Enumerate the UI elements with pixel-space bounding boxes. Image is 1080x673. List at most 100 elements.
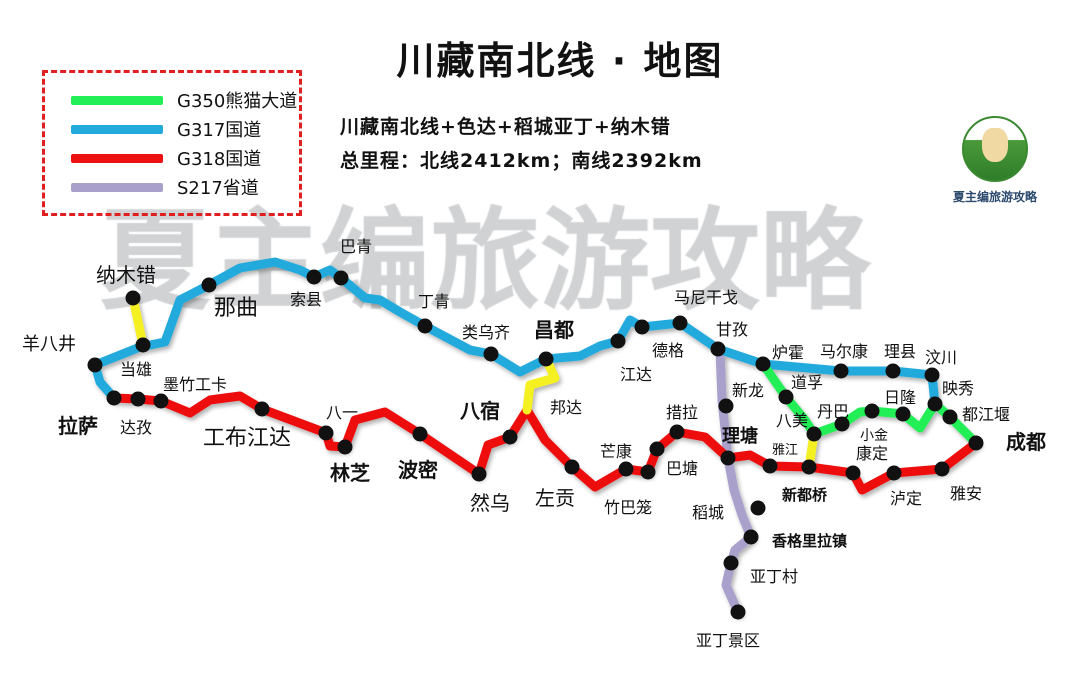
route-yellow-bangda xyxy=(522,354,560,415)
place-label: 德格 xyxy=(652,341,684,360)
place-label: 成都 xyxy=(1006,430,1046,454)
place-label: 然乌 xyxy=(470,491,510,515)
station-dot xyxy=(934,461,950,477)
station-dot xyxy=(710,341,726,357)
place-label: 昌都 xyxy=(534,318,574,342)
station-dot xyxy=(130,391,146,407)
place-label: 类乌齐 xyxy=(462,323,510,342)
place-label: 左贡 xyxy=(535,486,575,510)
station-dot xyxy=(318,425,334,441)
station-dot xyxy=(634,319,650,335)
place-label: 理塘 xyxy=(722,425,758,447)
place-label: 马尔康 xyxy=(820,342,868,361)
station-dot xyxy=(125,290,141,306)
legend-label: S217省道 xyxy=(177,178,259,199)
station-dot xyxy=(649,441,665,457)
legend-item-g317: G317国道 xyxy=(71,118,262,141)
station-dot xyxy=(412,426,428,442)
station-dot xyxy=(640,464,656,480)
legend-label: G318国道 xyxy=(177,149,262,170)
g317-swatch xyxy=(71,124,163,134)
station-dot xyxy=(87,357,103,373)
place-label: 芒康 xyxy=(600,442,632,461)
station-dot xyxy=(153,393,169,409)
horse-mascot-icon xyxy=(962,116,1028,182)
station-dot xyxy=(471,466,487,482)
place-label: 波密 xyxy=(398,458,438,482)
place-label: 达孜 xyxy=(120,418,152,437)
subtitle-distance: 总里程：北线2412km；南线2392km xyxy=(340,150,703,172)
place-label: 八一 xyxy=(326,403,358,422)
station-dot xyxy=(845,465,861,481)
station-dot xyxy=(201,277,217,293)
station-dot xyxy=(718,398,734,414)
place-label: 稻城 xyxy=(692,503,724,522)
station-dot xyxy=(806,426,822,442)
place-label: 竹巴笼 xyxy=(604,498,652,517)
place-label: 亚丁景区 xyxy=(696,631,760,650)
station-dot xyxy=(669,424,685,440)
place-label: 甘孜 xyxy=(716,320,748,339)
place-label: 邦达 xyxy=(550,398,582,417)
station-dot xyxy=(538,351,554,367)
station-dot xyxy=(417,318,433,334)
place-label: 雅安 xyxy=(950,484,982,503)
place-label: 香格里拉镇 xyxy=(772,532,847,550)
place-label: 巴青 xyxy=(340,237,372,256)
place-label: 工布江达 xyxy=(203,426,291,451)
station-dot xyxy=(942,409,958,425)
station-dot xyxy=(723,555,739,571)
place-label: 映秀 xyxy=(942,379,974,398)
station-dot xyxy=(106,390,122,406)
legend-item-g350: G350熊猫大道 xyxy=(71,89,298,112)
station-dot xyxy=(755,356,771,372)
station-dot xyxy=(720,450,736,466)
place-label: 雅江 xyxy=(772,443,798,458)
station-dot xyxy=(135,337,151,353)
place-label: 泸定 xyxy=(890,489,922,508)
station-dot xyxy=(730,604,746,620)
route-s217 xyxy=(715,345,756,617)
place-label: 八美 xyxy=(776,411,808,430)
place-label: 马尼干戈 xyxy=(674,288,738,307)
place-label: 那曲 xyxy=(214,296,258,321)
route-g318 xyxy=(109,391,981,495)
place-label: 江达 xyxy=(620,365,652,384)
place-label: 丹巴 xyxy=(817,402,849,421)
station-dot xyxy=(927,396,943,412)
legend-item-s217: S217省道 xyxy=(71,176,259,199)
station-dot xyxy=(618,461,634,477)
legend-label: G317国道 xyxy=(177,120,262,141)
station-dot xyxy=(743,529,759,545)
place-label: 索县 xyxy=(290,290,322,309)
station-dot xyxy=(483,346,499,362)
station-dot xyxy=(778,389,794,405)
station-dot xyxy=(254,401,270,417)
legend: G350熊猫大道 G317国道 G318国道 S217省道 xyxy=(42,70,302,216)
place-label: 当雄 xyxy=(120,360,152,379)
station-dot xyxy=(306,269,322,285)
station-dot xyxy=(833,363,849,379)
place-label: 理县 xyxy=(884,342,916,361)
legend-label: G350熊猫大道 xyxy=(177,91,298,112)
place-label: 羊八井 xyxy=(22,334,76,355)
place-label: 巴塘 xyxy=(666,459,698,478)
page-title: 川藏南北线 · 地图 xyxy=(396,39,724,83)
place-label: 措拉 xyxy=(666,403,698,422)
g318-swatch xyxy=(71,153,163,163)
station-dot xyxy=(672,315,688,331)
place-label: 汶川 xyxy=(925,348,957,367)
place-label: 小金 xyxy=(860,428,888,444)
place-label: 八宿 xyxy=(460,399,500,423)
station-dot xyxy=(333,270,349,286)
place-label: 新都桥 xyxy=(782,486,828,504)
station-dot xyxy=(834,416,850,432)
legend-item-g318: G318国道 xyxy=(71,147,262,170)
station-dot xyxy=(886,465,902,481)
station-dot xyxy=(895,406,911,422)
place-label: 拉萨 xyxy=(58,414,98,438)
station-dot xyxy=(564,459,580,475)
station-dot xyxy=(762,458,778,474)
